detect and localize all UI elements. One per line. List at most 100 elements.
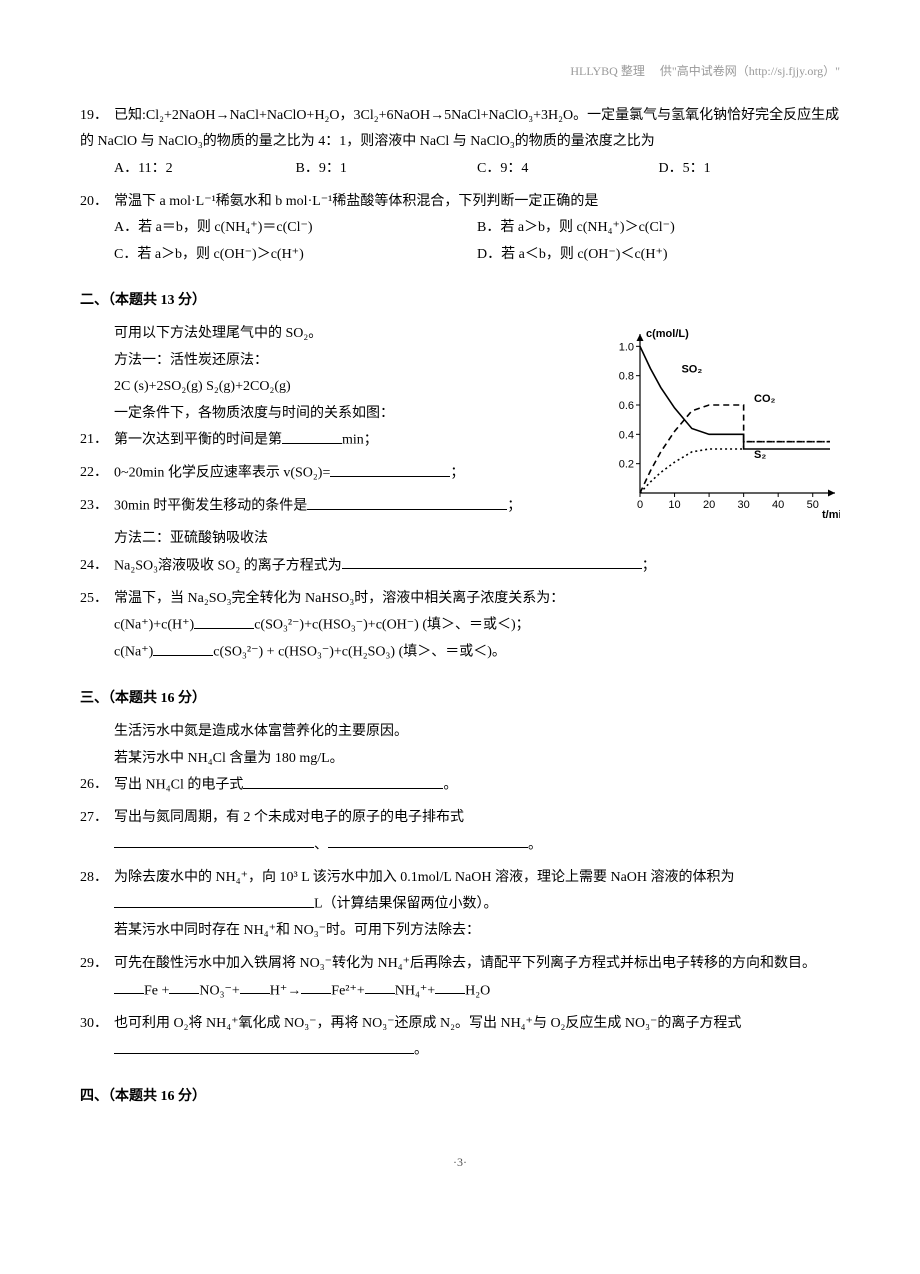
q19-opt-b: B．9：1 (296, 156, 478, 183)
q23-blank (307, 493, 507, 509)
svg-text:20: 20 (703, 499, 715, 511)
question-24: 24．Na₂SO₃溶液吸收 SO₂ 的离子方程式为； (80, 553, 840, 580)
q22-t: 0~20min 化学反应速率表示 v(SO₂)= (114, 466, 330, 481)
q29-equation: Fe + NO₃⁻+ H⁺→ Fe²⁺+ NH₄⁺+ H₂O (80, 978, 840, 1005)
q19-opt-c: C．9：4 (477, 156, 659, 183)
q21-u: min； (342, 433, 378, 448)
q19-text: 已知:Cl₂+2NaOH→NaCl+NaClO+H₂O，3Cl₂+6NaOH→5… (80, 108, 839, 150)
q26-num: 26． (80, 772, 114, 799)
q27-u: 。 (528, 837, 542, 852)
q28-l2: 若某污水中同时存在 NH₄⁺和 NO₃⁻时。可用下列方法除去： (80, 918, 840, 945)
chart-svg: 010203040500.20.40.60.81.0t/minc(mol/L)S… (600, 321, 840, 521)
q20-opt-c: C．若 a＞b，则 c(OH⁻)＞c(H⁺) (114, 242, 477, 269)
q19-opt-d: D．5：1 (659, 156, 841, 183)
question-30: 30．也可利用 O₂将 NH₄⁺氧化成 NO₃⁻，再将 NO₃⁻还原成 N₂。写… (80, 1011, 840, 1065)
question-27: 27．写出与氮同周期，有 2 个未成对电子的原子的电子排布式 、 。 (80, 805, 840, 859)
question-28: 28．为除去废水中的 NH₄⁺，向 10³ L 该污水中加入 0.1mol/L … (80, 865, 840, 945)
concentration-chart: 010203040500.20.40.60.81.0t/minc(mol/L)S… (600, 321, 840, 521)
q19-options: A．11：2 B．9：1 C．9：4 D．5：1 (80, 156, 840, 183)
q30-blank-line: 。 (80, 1037, 840, 1064)
q20-options: A．若 a＝b，则 c(NH₄⁺)＝c(Cl⁻) B．若 a＞b，则 c(NH₄… (80, 215, 840, 268)
section-4-title: 四、（本题共 16 分） (80, 1084, 840, 1111)
q26-t: 写出 NH₄Cl 的电子式 (114, 778, 243, 793)
header-right: 供"高中试卷网（http://sj.fjjy.org）" (660, 64, 840, 78)
q30-u: 。 (414, 1043, 428, 1058)
svg-text:CO₂: CO₂ (754, 393, 776, 405)
q26-blank (243, 772, 443, 788)
question-19: 19．已知:Cl₂+2NaOH→NaCl+NaClO+H₂O，3Cl₂+6NaO… (80, 103, 840, 183)
q28-line2: L（计算结果保留两位小数）。 (80, 891, 840, 918)
q29-coef-blank-2 (240, 978, 270, 994)
question-29: 29．可先在酸性污水中加入铁屑将 NO₃⁻转化为 NH₄⁺后再除去，请配平下列离… (80, 951, 840, 1005)
q20-text: 常温下 a mol·L⁻¹稀氨水和 b mol·L⁻¹稀盐酸等体积混合，下列判断… (114, 194, 598, 209)
q25-t2a: c(Na⁺)+c(H⁺) (114, 618, 194, 633)
section-2-title: 二、（本题共 13 分） (80, 288, 840, 315)
q25-line2: c(Na⁺)+c(H⁺) c(SO₃²⁻)+c(HSO₃⁻)+c(OH⁻) (填＞… (80, 612, 840, 639)
q21-t: 第一次达到平衡的时间是第 (114, 433, 282, 448)
q30-blank (114, 1037, 414, 1053)
svg-text:t/min: t/min (822, 509, 840, 521)
q23-num: 23． (80, 493, 114, 520)
svg-text:1.0: 1.0 (619, 341, 634, 353)
q23-u: ； (507, 499, 521, 514)
sec3-l1: 生活污水中氮是造成水体富营养化的主要原因。 (80, 719, 840, 746)
q29-coef-blank-3 (301, 978, 331, 994)
method-2: 方法二：亚硫酸钠吸收法 (80, 526, 840, 553)
svg-text:S₂: S₂ (754, 449, 766, 461)
svg-text:0.6: 0.6 (619, 400, 634, 412)
q29-eq-part-0: Fe + (144, 983, 169, 998)
q25-t3b: c(SO₃²⁻) + c(HSO₃⁻)+c(H₂SO₃) (填＞、＝或＜)。 (213, 645, 506, 660)
svg-text:10: 10 (668, 499, 680, 511)
q20-opt-a: A．若 a＝b，则 c(NH₄⁺)＝c(Cl⁻) (114, 215, 477, 242)
q29-eq-part-4: NH₄⁺+ (395, 983, 435, 998)
q27-blank2 (328, 832, 528, 848)
q27-num: 27． (80, 805, 114, 832)
q30-num: 30． (80, 1011, 114, 1038)
q26-u: 。 (443, 778, 457, 793)
question-20: 20．常温下 a mol·L⁻¹稀氨水和 b mol·L⁻¹稀盐酸等体积混合，下… (80, 189, 840, 269)
q27-t: 写出与氮同周期，有 2 个未成对电子的原子的电子排布式 (114, 810, 464, 825)
header-left: HLLYBQ 整理 (570, 64, 644, 78)
svg-text:0.8: 0.8 (619, 371, 634, 383)
q29-eq-part-2: H⁺→ (270, 983, 302, 998)
q29-coef-blank-4 (365, 978, 395, 994)
q29-coef-blank-1 (169, 978, 199, 994)
sec3-l2: 若某污水中 NH₄Cl 含量为 180 mg/L。 (80, 746, 840, 773)
svg-text:0.2: 0.2 (619, 459, 634, 471)
section-3-title: 三、（本题共 16 分） (80, 686, 840, 713)
q21-blank (282, 427, 342, 443)
q29-coef-blank-5 (435, 978, 465, 994)
q21-num: 21． (80, 427, 114, 454)
q22-u: ； (450, 466, 464, 481)
q23-t: 30min 时平衡发生移动的条件是 (114, 499, 307, 514)
q22-blank (330, 460, 450, 476)
q22-num: 22． (80, 460, 114, 487)
q29-eq-part-5: H₂O (465, 983, 490, 998)
svg-text:SO₂: SO₂ (681, 364, 702, 376)
question-26: 26．写出 NH₄Cl 的电子式 。 (80, 772, 840, 799)
q28-num: 28． (80, 865, 114, 892)
q25-blank2 (153, 639, 213, 655)
q30-t: 也可利用 O₂将 NH₄⁺氧化成 NO₃⁻，再将 NO₃⁻还原成 N₂。写出 N… (114, 1016, 741, 1031)
q29-num: 29． (80, 951, 114, 978)
q27-sep: 、 (314, 837, 328, 852)
q29-eq-part-3: Fe²⁺+ (331, 983, 364, 998)
svg-text:c(mol/L): c(mol/L) (646, 328, 689, 340)
q28-t2: L（计算结果保留两位小数）。 (314, 897, 498, 912)
q19-opt-a: A．11：2 (114, 156, 296, 183)
q24-blank (342, 553, 642, 569)
q29-coef-blank-0 (114, 978, 144, 994)
q25-t2b: c(SO₃²⁻)+c(HSO₃⁻)+c(OH⁻) (填＞、＝或＜)； (254, 618, 529, 633)
q19-num: 19． (80, 103, 114, 130)
q29-eq-part-1: NO₃⁻+ (199, 983, 239, 998)
question-25: 25．常温下，当 Na₂SO₃完全转化为 NaHSO₃时，溶液中相关离子浓度关系… (80, 586, 840, 667)
q28-blank (114, 891, 314, 907)
q28-t1: 为除去废水中的 NH₄⁺，向 10³ L 该污水中加入 0.1mol/L NaO… (114, 870, 735, 885)
q24-t: Na₂SO₃溶液吸收 SO₂ 的离子方程式为 (114, 558, 342, 573)
q20-opt-d: D．若 a＜b，则 c(OH⁻)＜c(H⁺) (477, 242, 840, 269)
q25-t1: 常温下，当 Na₂SO₃完全转化为 NaHSO₃时，溶液中相关离子浓度关系为： (114, 591, 564, 606)
section-2-body: 010203040500.20.40.60.81.0t/minc(mol/L)S… (80, 321, 840, 553)
q29-t: 可先在酸性污水中加入铁屑将 NO₃⁻转化为 NH₄⁺后再除去，请配平下列离子方程… (114, 956, 816, 971)
q20-num: 20． (80, 189, 114, 216)
q25-t3a: c(Na⁺) (114, 645, 153, 660)
